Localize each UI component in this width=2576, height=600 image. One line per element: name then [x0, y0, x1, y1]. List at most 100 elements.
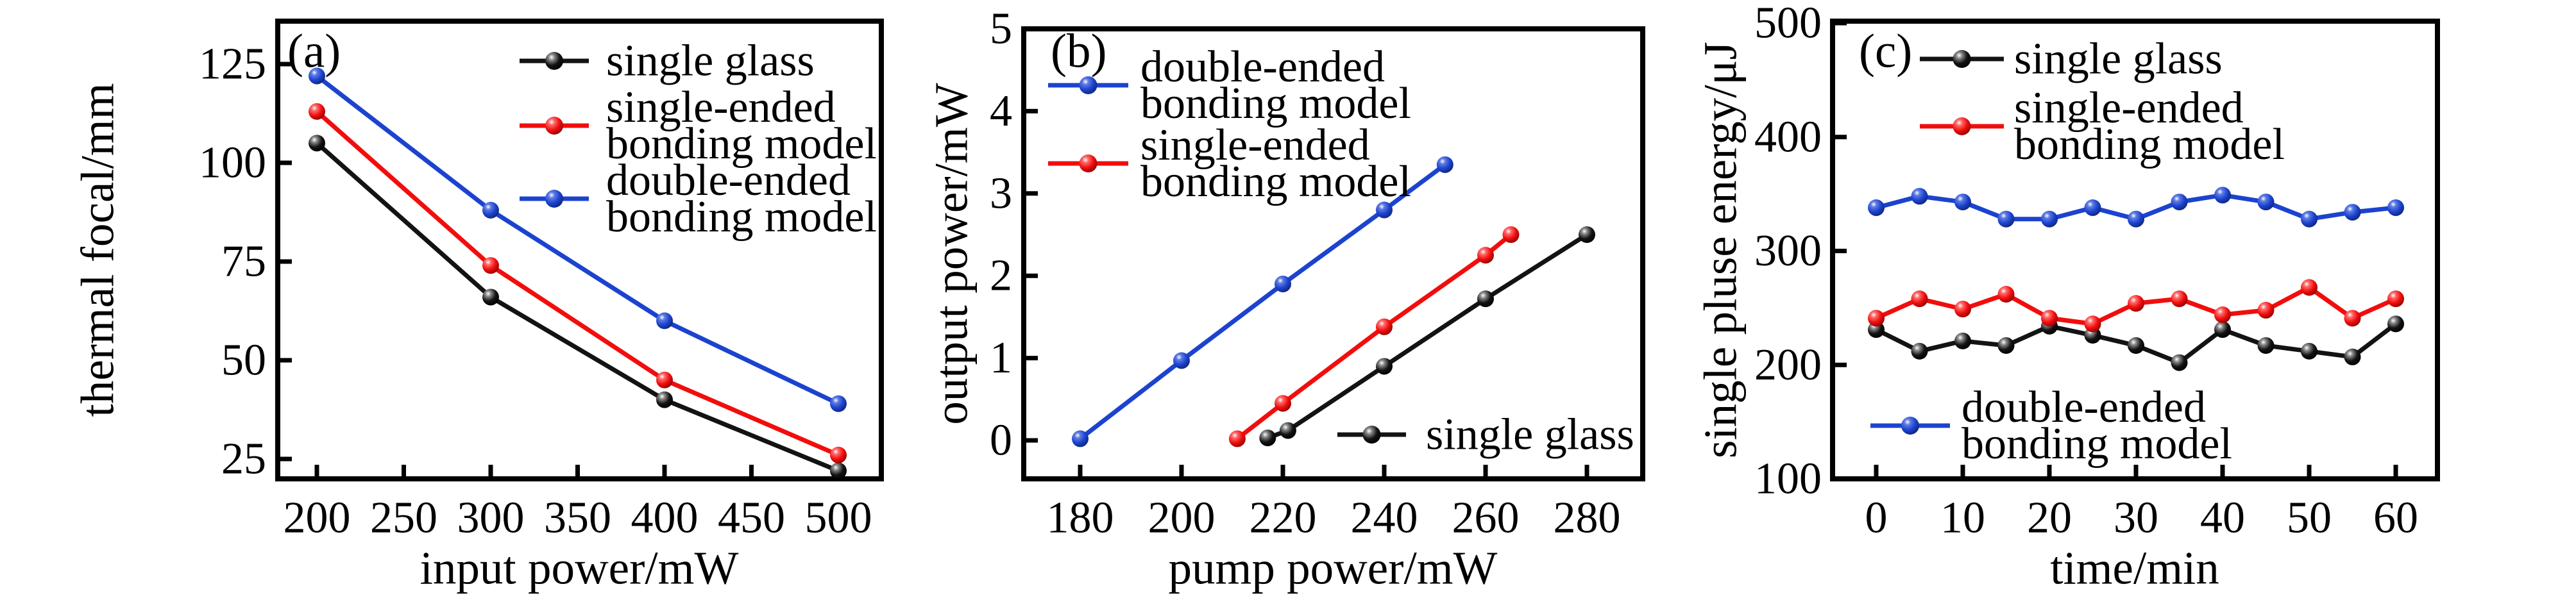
data-point	[2301, 279, 2318, 296]
data-point	[1376, 318, 1393, 335]
data-point	[1173, 352, 1190, 369]
legend-marker-ball	[1953, 50, 1971, 68]
y-tick-label: 0	[990, 416, 1012, 465]
data-point	[2344, 204, 2361, 221]
series-line-double-ended-bonding-model	[314, 73, 841, 406]
panel-b: 180 200 220 240 260 280 0 1 2 3 4 5 pump power/mW out…	[926, 4, 1645, 594]
legend-marker-ball	[545, 190, 563, 208]
y-axis-label: single pluse energy/μJ	[1695, 42, 1747, 458]
legend-marker-ball	[1901, 417, 1919, 435]
x-axis-label: time/min	[2050, 542, 2219, 594]
legend-label: single-ended	[606, 83, 836, 132]
legend-item-single-glass: single glass	[1920, 35, 2223, 84]
x-axis-label: pump power/mW	[1169, 542, 1498, 594]
legend-marker-ball	[1362, 426, 1381, 444]
x-tick-label: 20	[2027, 494, 2072, 543]
data-point	[2214, 321, 2231, 338]
data-point	[1911, 188, 1928, 205]
data-point	[1954, 194, 1971, 211]
y-tick-label: 400	[1754, 112, 1822, 162]
legend-label: double-ended	[606, 156, 851, 205]
y-tick-label: 25	[221, 435, 266, 484]
plot-border	[1021, 26, 1645, 481]
x-tick-label: 250	[370, 494, 437, 543]
data-point	[1868, 321, 1885, 338]
y-tick-label: 50	[221, 336, 266, 385]
x-tick-label: 260	[1452, 494, 1520, 543]
data-point	[1436, 156, 1453, 173]
data-point	[1502, 226, 1520, 243]
data-point	[2301, 210, 2318, 228]
data-point	[1911, 290, 1928, 308]
legend-marker-ball	[545, 117, 563, 135]
data-point	[2214, 187, 2231, 204]
series-line-single-ended-bonding-model	[314, 109, 841, 458]
data-point	[2041, 210, 2058, 228]
data-point	[2387, 199, 2404, 216]
x-tick-label: 280	[1554, 494, 1621, 543]
data-point	[2171, 290, 2188, 308]
data-point	[309, 103, 325, 120]
y-tick-label: 3	[990, 169, 1012, 218]
legend-label: single glass	[2014, 35, 2223, 84]
data-point	[1477, 247, 1494, 264]
plot-border	[275, 19, 884, 481]
legend-marker-ball	[1953, 117, 1971, 135]
data-point	[2387, 315, 2404, 333]
legend-marker-ball	[1079, 154, 1097, 172]
x-tick-label: 200	[284, 494, 351, 543]
y-tick-label: 200	[1754, 340, 1822, 390]
data-point	[2301, 342, 2318, 360]
x-tick-label: 180	[1047, 494, 1114, 543]
plot-border	[1830, 19, 2440, 481]
legend-label: single glass	[1426, 410, 1634, 460]
panel-letter: (b)	[1051, 25, 1106, 78]
x-tick-label: 30	[2114, 494, 2158, 543]
legend-label: double-ended	[1140, 42, 1385, 92]
data-point	[656, 312, 673, 329]
data-point	[1275, 395, 1291, 412]
data-point	[482, 201, 499, 219]
data-point	[2344, 348, 2361, 365]
data-point	[1228, 430, 1246, 447]
x-tick-label: 200	[1148, 494, 1216, 543]
data-point	[2084, 327, 2101, 344]
data-point	[656, 371, 673, 388]
data-point	[1868, 199, 1885, 216]
y-tick-label: 500	[1754, 0, 1822, 48]
data-point	[1376, 201, 1393, 219]
data-point	[309, 67, 325, 85]
data-point	[2257, 301, 2275, 319]
data-point	[2344, 310, 2361, 327]
data-point	[2128, 295, 2144, 312]
data-point	[309, 135, 325, 152]
data-point	[2084, 315, 2101, 333]
legend-label: bonding model	[2014, 120, 2285, 169]
x-tick-label: 240	[1351, 494, 1418, 543]
legend-label: bonding model	[1140, 79, 1411, 128]
legend-label: double-ended	[1962, 383, 2206, 432]
legend-label: bonding model	[1962, 419, 2232, 469]
data-point	[1868, 310, 1885, 327]
data-point	[2128, 337, 2144, 354]
legend-item-single-glass: single glass	[520, 37, 815, 86]
data-point	[2171, 194, 2188, 211]
x-tick-label: 60	[2373, 494, 2418, 543]
data-point	[1376, 358, 1393, 375]
legend-label: bonding model	[1140, 157, 1411, 206]
y-tick-label: 1	[990, 333, 1012, 383]
data-point	[1279, 422, 1296, 439]
x-tick-label: 50	[2287, 494, 2332, 543]
data-point	[1072, 430, 1089, 447]
x-tick-label: 350	[544, 494, 611, 543]
x-tick-label: 10	[1940, 494, 1985, 543]
x-tick-label: 40	[2200, 494, 2245, 543]
legend-label: bonding model	[606, 119, 877, 169]
data-point	[1477, 290, 1494, 308]
